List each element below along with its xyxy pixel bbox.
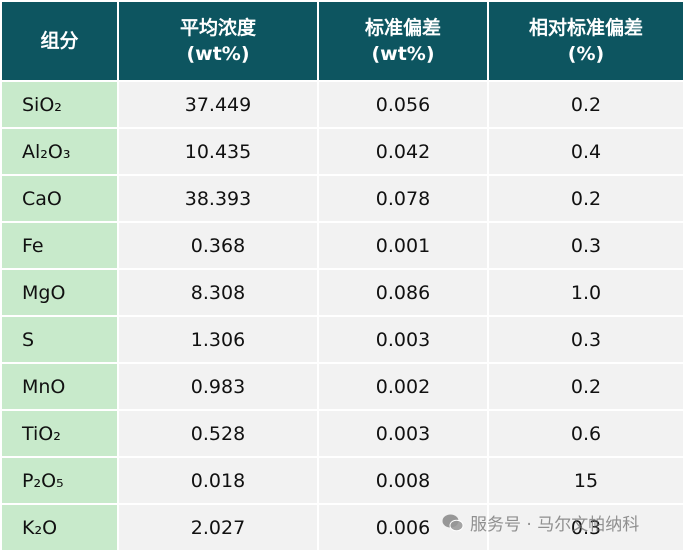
component-cell: CaO [0, 174, 119, 223]
header-title: 标准偏差 [364, 17, 441, 39]
value-cell: 38.393 [117, 174, 319, 223]
component-cell: Al₂O₃ [0, 127, 119, 176]
component-cell: MnO [0, 362, 119, 411]
value-cell: 0.2 [487, 362, 683, 411]
header-unit: (%) [567, 43, 605, 65]
value-cell: 1.0 [487, 268, 683, 317]
value-cell: 0.003 [317, 409, 489, 458]
value-cell: 8.308 [117, 268, 319, 317]
value-cell: 0.3 [487, 221, 683, 270]
value-cell: 0.008 [317, 456, 489, 505]
header-row: 组分 平均浓度 (wt%) 标准偏差 (wt%) 相对标准偏差 (%) [0, 0, 683, 82]
header-cell: 平均浓度 (wt%) [117, 0, 319, 82]
header-cell: 组分 [0, 0, 119, 82]
value-cell: 15 [487, 456, 683, 505]
component-cell: S [0, 315, 119, 364]
watermark: 服务号 · 马尔文帕纳科 [442, 510, 639, 535]
header-unit: (wt%) [371, 43, 435, 65]
header-title: 相对标准偏差 [528, 17, 643, 39]
value-cell: 0.001 [317, 221, 489, 270]
value-cell: 37.449 [117, 80, 319, 129]
value-cell: 0.983 [117, 362, 319, 411]
header-unit: (wt%) [186, 43, 250, 65]
value-cell: 2.027 [117, 503, 319, 552]
component-cell: MgO [0, 268, 119, 317]
header-title: 平均浓度 [179, 17, 256, 39]
value-cell: 10.435 [117, 127, 319, 176]
header-cell: 标准偏差 (wt%) [317, 0, 489, 82]
value-cell: 1.306 [117, 315, 319, 364]
table-row: SiO₂ 37.449 0.056 0.2 [0, 80, 683, 129]
value-cell: 0.4 [487, 127, 683, 176]
table-body: SiO₂ 37.449 0.056 0.2 Al₂O₃ 10.435 0.042 0.4 CaO… [0, 80, 683, 552]
component-cell: P₂O₅ [0, 456, 119, 505]
component-cell: K₂O [0, 503, 119, 552]
wechat-icon [442, 514, 464, 531]
table-row: CaO 38.393 0.078 0.2 [0, 174, 683, 223]
table-row: Fe 0.368 0.001 0.3 [0, 221, 683, 270]
value-cell: 0.018 [117, 456, 319, 505]
value-cell: 0.003 [317, 315, 489, 364]
value-cell: 0.056 [317, 80, 489, 129]
table-row: MnO 0.983 0.002 0.2 [0, 362, 683, 411]
header-cell: 相对标准偏差 (%) [487, 0, 683, 82]
value-cell: 0.2 [487, 80, 683, 129]
table-row: K₂O 2.027 0.006 0.3 [0, 503, 683, 552]
table-row: S 1.306 0.003 0.3 [0, 315, 683, 364]
header-title: 组分 [40, 30, 79, 52]
value-cell: 0.002 [317, 362, 489, 411]
value-cell: 0.528 [117, 409, 319, 458]
table-row: TiO₂ 0.528 0.003 0.6 [0, 409, 683, 458]
value-cell: 0.3 [487, 315, 683, 364]
table-row: MgO 8.308 0.086 1.0 [0, 268, 683, 317]
value-cell: 0.368 [117, 221, 319, 270]
value-cell: 0.086 [317, 268, 489, 317]
value-cell: 0.2 [487, 174, 683, 223]
component-cell: TiO₂ [0, 409, 119, 458]
value-cell: 0.6 [487, 409, 683, 458]
component-cell: Fe [0, 221, 119, 270]
table-row: P₂O₅ 0.018 0.008 15 [0, 456, 683, 505]
watermark-text: 服务号 · 马尔文帕纳科 [470, 515, 640, 535]
table-row: Al₂O₃ 10.435 0.042 0.4 [0, 127, 683, 176]
value-cell: 0.3 [487, 503, 683, 552]
value-cell: 0.042 [317, 127, 489, 176]
value-cell: 0.078 [317, 174, 489, 223]
component-cell: SiO₂ [0, 80, 119, 129]
